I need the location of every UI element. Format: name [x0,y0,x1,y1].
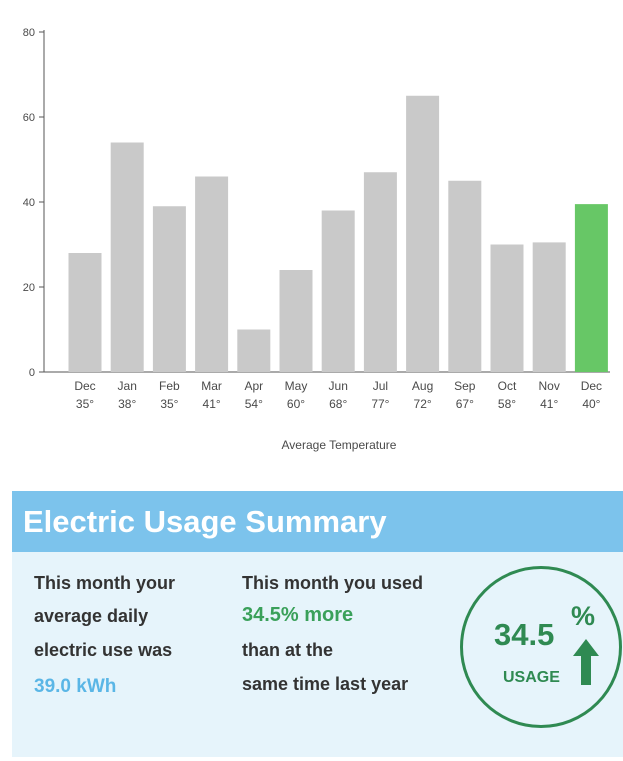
x-tick-label: Jun [329,379,348,393]
daily-use-text-line-3: electric use was [34,640,173,660]
x-axis-label: Average Temperature [282,438,397,452]
bar-nov-11 [532,242,566,372]
x-tick-label: Jan [118,379,137,393]
temperature-label: 68° [329,397,347,411]
x-tick-label: Dec [581,379,602,393]
bar-sep-9 [448,180,482,372]
x-tick-label: Nov [539,379,560,393]
y-tick-label: 40 [23,197,35,209]
temperature-label: 67° [456,397,474,411]
temperature-label: 72° [414,397,432,411]
comparison-text-line-3: than at the [242,640,334,660]
x-tick-label: Apr [244,379,263,393]
x-tick-label: Mar [201,379,222,393]
temperature-label: 41° [203,397,221,411]
y-tick-label: 80 [23,27,35,39]
bar-jun-6 [321,210,355,372]
up-arrow-icon [573,639,599,685]
x-tick-label: Dec [74,379,95,393]
bar-mar-3 [195,176,229,372]
temperature-label: 60° [287,397,305,411]
comparison-text-line-1: This month you used [242,573,424,593]
x-tick-label: Oct [498,379,517,393]
x-tick-label: Aug [412,379,433,393]
temperature-label: 77° [371,397,389,411]
bar-may-5 [279,270,313,372]
x-tick-label: Jul [373,379,388,393]
daily-use-value: 39.0 kWh [34,676,117,697]
x-tick-label: Sep [454,379,476,393]
temperature-label: 38° [118,397,136,411]
temperature-label: 41° [540,397,558,411]
bar-aug-8 [406,95,440,372]
summary-title: Electric Usage Summary [23,504,387,539]
x-tick-label: Feb [159,379,180,393]
bar-dec-12 [574,204,608,372]
badge-percent-sign: % [571,601,596,631]
bar-oct-10 [490,244,524,372]
electric-usage-summary: Electric Usage Summary This month your a… [12,491,623,757]
badge-value: 34.5 [494,617,555,652]
daily-use-text-line-1: This month your [34,573,175,593]
temperature-label: 40° [582,397,600,411]
temperature-label: 58° [498,397,516,411]
comparison-highlight: 34.5% more [242,604,354,626]
bar-apr-4 [237,329,271,372]
y-tick-label: 20 [23,282,35,294]
comparison-text-line-4: same time last year [242,674,409,694]
y-tick-label: 0 [29,367,35,379]
bar-feb-2 [152,206,186,372]
badge-label: USAGE [503,669,560,686]
x-tick-label: May [285,379,308,393]
bar-jul-7 [363,172,397,372]
temperature-label: 35° [160,397,178,411]
temperature-label: 54° [245,397,263,411]
bar-jan-1 [110,142,144,372]
usage-badge: 34.5 % USAGE [460,566,622,728]
summary-header: Electric Usage Summary [12,491,623,552]
daily-use-text-line-2: average daily [34,606,149,626]
bar-dec-0 [68,253,102,372]
temperature-label: 35° [76,397,94,411]
usage-bar-chart: 0 20 40 60 80 Dec 35° Jan 38° Feb 35° Mar 41° Apr 54° M… [23,27,610,452]
y-tick-label: 60 [23,112,35,124]
